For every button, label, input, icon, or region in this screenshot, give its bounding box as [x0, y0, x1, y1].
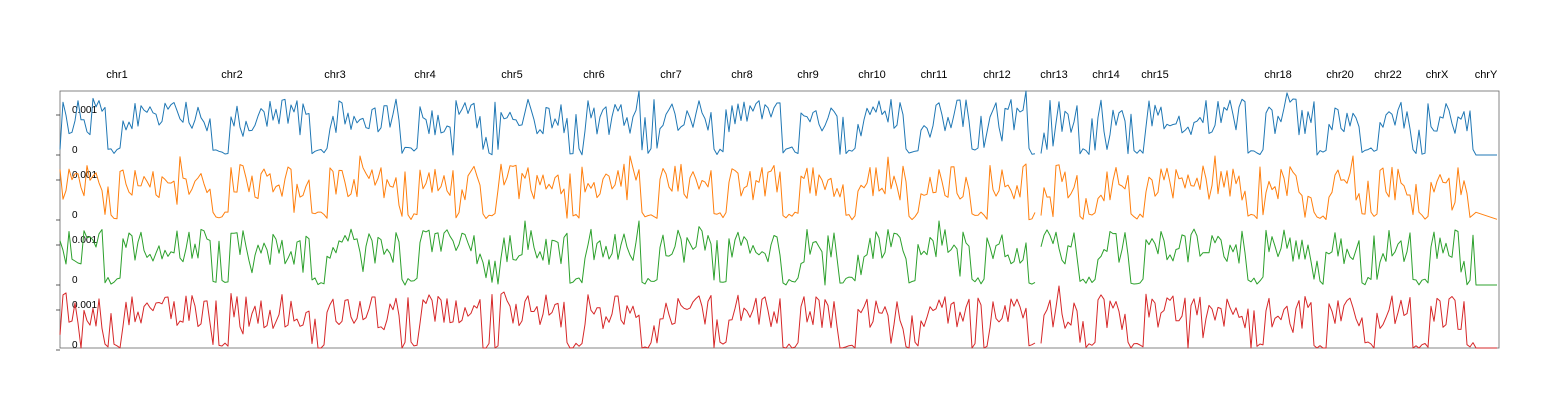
chromosome-label-chr14: chr14 — [1092, 69, 1120, 81]
track-4: 0 0.001 — [56, 285, 1497, 351]
y-tick-label: 0.001 — [72, 105, 97, 116]
plot-frame — [59, 90, 1500, 349]
chromosome-label-chr11: chr11 — [921, 69, 948, 81]
series-line-3 — [59, 220, 1497, 286]
chromosome-label-chr22: chr22 — [1374, 69, 1402, 81]
chromosome-label-chr2: chr2 — [221, 69, 242, 81]
chromosome-label-chr4: chr4 — [414, 69, 435, 81]
series-line-2 — [59, 155, 1498, 221]
y-tick-label: 0 — [72, 275, 78, 286]
chromosome-label-chr12: chr12 — [983, 69, 1011, 81]
chromosome-labels: chr1 chr2 chr3 chr4 chr5 chr6 chr7 chr8 chr9 chr1… — [106, 69, 1498, 81]
chromosome-label-chr3: chr3 — [324, 69, 345, 81]
track-2: 0 0.001 — [56, 155, 1498, 221]
y-tick-label: 0 — [72, 210, 78, 221]
series-line-4 — [59, 285, 1497, 349]
chromosome-label-chrX: chrX — [1426, 69, 1449, 81]
chromosome-label-chr9: chr9 — [797, 69, 818, 81]
chromosome-label-chr13: chr13 — [1040, 69, 1068, 81]
tracks: 0 0.001 0 0.001 0 0.001 0 0.001 — [56, 90, 1498, 351]
track-1: 0 0.001 — [56, 90, 1497, 156]
chromosome-label-chr5: chr5 — [501, 69, 522, 81]
y-tick-label: 0.001 — [72, 170, 97, 181]
chromosome-label-chr18: chr18 — [1264, 69, 1292, 81]
chromosome-label-chr6: chr6 — [583, 69, 604, 81]
chromosome-label-chr7: chr7 — [660, 69, 681, 81]
chromosome-label-chr20: chr20 — [1326, 69, 1354, 81]
y-tick-label: 0 — [72, 340, 78, 351]
track-3: 0 0.001 — [56, 220, 1497, 286]
chromosome-label-chrY: chrY — [1475, 69, 1498, 81]
chromosome-label-chr10: chr10 — [858, 69, 886, 81]
y-tick-label: 0.001 — [72, 235, 97, 246]
y-tick-label: 0 — [72, 145, 78, 156]
chromosome-label-chr1: chr1 — [106, 69, 127, 81]
chromosome-label-chr15: chr15 — [1141, 69, 1169, 81]
series-line-1 — [59, 90, 1497, 156]
chromosome-label-chr8: chr8 — [731, 69, 752, 81]
y-tick-label: 0.001 — [72, 300, 97, 311]
